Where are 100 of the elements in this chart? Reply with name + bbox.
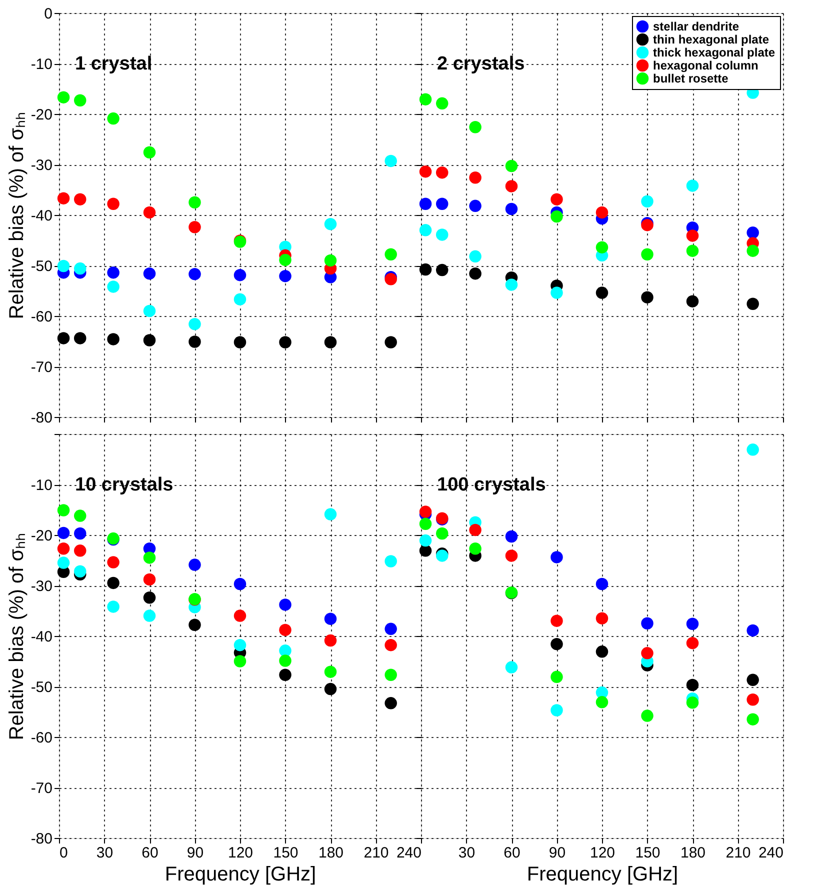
point bbox=[143, 552, 156, 564]
x-tick-label: 90 bbox=[186, 844, 204, 862]
point bbox=[234, 638, 246, 652]
point bbox=[505, 661, 518, 674]
y-axis-title: Relative bias (%) of σₕₕ bbox=[6, 532, 28, 740]
point bbox=[469, 200, 482, 212]
y-tick-label: -50 bbox=[30, 258, 52, 275]
point bbox=[57, 526, 70, 540]
point bbox=[107, 112, 120, 125]
point bbox=[419, 506, 432, 518]
point bbox=[57, 504, 70, 516]
x-tick-label: 0 bbox=[60, 844, 68, 862]
point bbox=[550, 551, 563, 564]
point bbox=[384, 697, 397, 710]
point bbox=[746, 244, 759, 257]
point bbox=[234, 610, 246, 622]
point bbox=[143, 267, 156, 280]
point bbox=[57, 332, 70, 344]
y-tick-label: -50 bbox=[30, 679, 52, 696]
legend-label: thin hexagonal plate bbox=[653, 32, 770, 46]
point bbox=[143, 206, 156, 219]
x-tick-label: 30 bbox=[96, 844, 114, 862]
point bbox=[324, 218, 337, 230]
point bbox=[188, 268, 201, 280]
legend-label: bullet rosette bbox=[653, 72, 729, 86]
x-tick-label: 30 bbox=[458, 844, 476, 862]
point bbox=[107, 198, 120, 210]
y-tick-label: 0 bbox=[44, 6, 52, 22]
point bbox=[74, 565, 86, 578]
point bbox=[505, 550, 518, 562]
point bbox=[596, 286, 608, 299]
point bbox=[469, 121, 482, 134]
point bbox=[550, 193, 563, 206]
y-tick-label: -10 bbox=[30, 477, 52, 494]
point bbox=[107, 576, 120, 590]
point bbox=[324, 634, 337, 647]
point bbox=[74, 510, 86, 522]
point bbox=[469, 172, 482, 184]
x-axis-title: Frequency [GHz] bbox=[526, 864, 678, 886]
y-tick-label: -30 bbox=[30, 157, 52, 174]
point bbox=[143, 146, 156, 158]
point bbox=[505, 202, 518, 216]
point bbox=[279, 654, 292, 667]
y-tick-label: -40 bbox=[30, 628, 52, 646]
point bbox=[469, 524, 482, 536]
y-tick-label: -60 bbox=[30, 308, 52, 326]
point bbox=[384, 638, 397, 652]
point bbox=[143, 592, 156, 604]
point bbox=[419, 93, 432, 106]
point bbox=[143, 573, 156, 586]
point bbox=[641, 710, 654, 722]
point bbox=[324, 508, 337, 520]
point bbox=[384, 622, 397, 636]
point bbox=[143, 334, 156, 346]
point bbox=[641, 248, 654, 260]
point bbox=[419, 198, 432, 210]
point bbox=[596, 646, 608, 658]
point bbox=[505, 180, 518, 192]
point bbox=[596, 206, 608, 219]
x-tick-label: 60 bbox=[142, 844, 158, 862]
text: 1 crystal bbox=[75, 54, 152, 74]
point bbox=[107, 280, 120, 293]
point bbox=[641, 195, 654, 208]
y-tick-label: -40 bbox=[30, 208, 52, 224]
point bbox=[324, 682, 337, 696]
legend-label: stellar dendrite bbox=[653, 20, 740, 34]
point bbox=[505, 278, 518, 291]
y-tick-label: -20 bbox=[30, 528, 52, 544]
text: 10 crystals bbox=[75, 474, 174, 496]
point bbox=[596, 612, 608, 624]
point bbox=[436, 264, 448, 276]
x-tick-label: 150 bbox=[635, 844, 660, 862]
point bbox=[550, 638, 563, 650]
point bbox=[686, 244, 699, 257]
point bbox=[234, 268, 246, 282]
y-tick-label: -80 bbox=[30, 410, 52, 426]
point bbox=[57, 260, 70, 272]
point bbox=[746, 298, 759, 310]
point bbox=[746, 694, 759, 706]
y-tick-label: -70 bbox=[30, 359, 52, 376]
point bbox=[324, 336, 337, 348]
point bbox=[74, 193, 86, 206]
point bbox=[419, 544, 432, 557]
point bbox=[107, 556, 120, 568]
point bbox=[550, 614, 563, 627]
point bbox=[107, 333, 120, 346]
point bbox=[505, 160, 518, 172]
point bbox=[57, 91, 70, 104]
point bbox=[279, 624, 292, 636]
x-tick-label: 210 bbox=[364, 844, 389, 862]
point bbox=[686, 618, 699, 630]
point bbox=[74, 262, 86, 275]
point bbox=[74, 332, 86, 344]
point bbox=[188, 196, 201, 208]
point bbox=[686, 678, 699, 692]
point bbox=[279, 668, 292, 681]
point bbox=[596, 578, 608, 590]
point bbox=[436, 527, 448, 540]
x-tick-label: 120 bbox=[590, 844, 616, 862]
point bbox=[686, 180, 699, 192]
